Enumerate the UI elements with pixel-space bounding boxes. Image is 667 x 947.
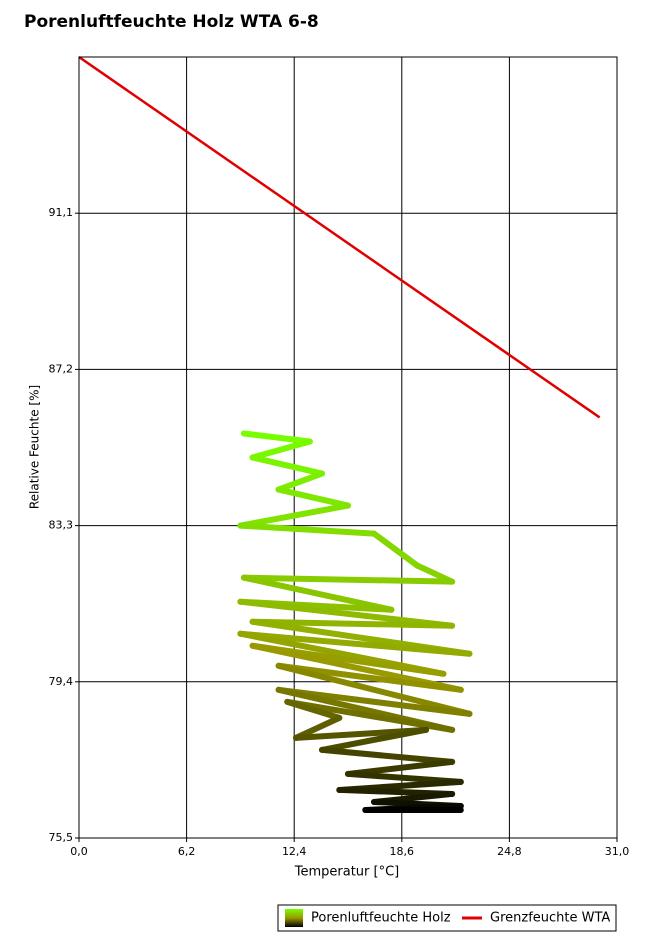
y-axis-label: Relative Feuchte [%] [28,385,42,509]
trajectory-segment [237,522,378,537]
y-tick-label: 91,1 [49,206,74,219]
trajectory-segment [275,470,325,493]
legend: Porenluftfeuchte Holz Grenzfeuchte WTA [277,904,617,932]
trajectory-segment [318,746,456,765]
trajectory-segment [275,486,351,509]
trajectory-segment [275,662,464,693]
plot-frame [78,56,618,839]
limit-line [78,55,601,419]
trajectory-segment [237,598,456,629]
trajectory-segment [284,698,343,721]
trajectory-segment [275,662,473,717]
trajectory-segment [240,430,313,445]
trajectory-segment [249,438,313,461]
y-tick-label: 79,4 [49,675,74,688]
y-tick-label: 83,3 [49,519,74,532]
trajectory-segment [237,630,473,657]
x-tick-label: 12,4 [282,845,307,858]
legend-box [277,904,617,932]
trajectory-segment [284,698,456,733]
trajectory-segment [371,530,421,569]
trajectory-segment [275,686,473,717]
trajectory-segment [249,618,456,629]
x-tick-label: 24,8 [497,845,522,858]
trajectory-segment [345,758,456,777]
x-tick-label: 6,2 [178,845,196,858]
trajectory-segment [237,502,351,529]
trajectory-segment [318,726,430,753]
trajectory-segment [249,454,325,477]
legend-swatch [285,909,303,927]
x-tick-label: 0,0 [70,845,88,858]
x-axis-label: Temperatur [°C] [294,865,400,880]
legend-label: Grenzfeuchte WTA [490,911,610,926]
y-tick-label: 87,2 [49,362,74,375]
y-tick-label: 75,5 [49,831,74,844]
x-tick-label: 18,6 [390,845,415,858]
legend-label: Porenluftfeuchte Holz [311,911,451,926]
chart-title: Porenluftfeuchte Holz WTA 6-8 [24,12,319,32]
trajectory-segment [240,574,456,585]
x-tick-label: 31,0 [605,845,630,858]
trajectory-segment [240,574,395,613]
